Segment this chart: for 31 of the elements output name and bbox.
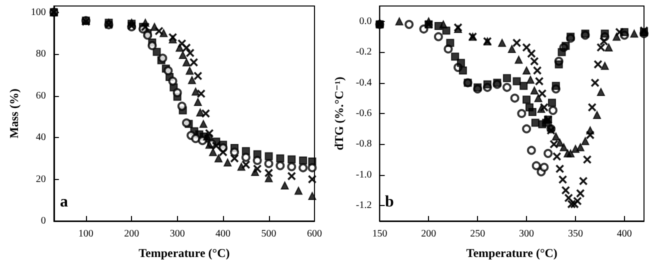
- y-tick-label: 20: [36, 174, 46, 185]
- y-axis-title: dTG (%.°C⁻¹): [332, 76, 346, 150]
- x-axis-title: Temperature (°C): [466, 246, 558, 260]
- y-tick-label: -0.4: [356, 77, 372, 88]
- y-tick-label: 100: [30, 6, 46, 18]
- annotation: b: [385, 194, 394, 210]
- x-tick-label: 250: [470, 228, 486, 240]
- y-tick-label: 60: [36, 90, 46, 102]
- y-tick-label: -0.6: [356, 108, 372, 119]
- y-tick-label: 80: [36, 48, 46, 60]
- y-tick-label: -1.2: [356, 200, 372, 212]
- x-tick-label: 400: [616, 228, 632, 240]
- x-tick-label: 600: [307, 228, 322, 240]
- x-tick-label: 200: [124, 228, 140, 240]
- annotation: a: [60, 194, 68, 210]
- x-axis-title: Temperature (°C): [138, 246, 230, 260]
- y-tick-label: 0: [40, 216, 46, 226]
- x-tick-label: 300: [519, 228, 534, 240]
- y-tick-label: 0.0: [359, 16, 372, 27]
- y-tick-label: -0.2: [356, 46, 372, 58]
- x-tick-label: 200: [421, 228, 436, 240]
- x-tick-label: 150: [372, 228, 388, 240]
- x-tick-label: 400: [216, 228, 231, 240]
- y-axis-title: Mass (%): [7, 88, 21, 138]
- x-tick-label: 300: [170, 228, 185, 240]
- y-tick-label: -1.0: [356, 169, 372, 180]
- x-tick-label: 350: [568, 228, 583, 240]
- y-tick-label: -0.8: [356, 138, 372, 150]
- y-tick-label: 40: [36, 132, 46, 144]
- x-tick-label: 100: [78, 228, 94, 240]
- x-tick-label: 500: [261, 228, 276, 240]
